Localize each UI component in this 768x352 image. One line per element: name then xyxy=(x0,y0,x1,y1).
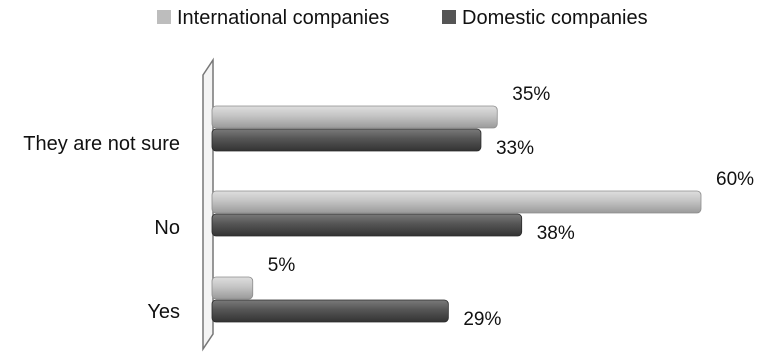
bar-international-no xyxy=(211,190,702,214)
value-label-international-no: 60% xyxy=(716,169,754,190)
category-labels: They are not sure No Yes xyxy=(23,133,180,323)
bar-domestic-yes xyxy=(211,299,449,323)
value-label-international-not-sure: 35% xyxy=(512,84,550,105)
bar-domestic-no xyxy=(211,213,523,237)
value-label-domestic-yes: 29% xyxy=(463,309,501,330)
value-label-international-yes: 5% xyxy=(268,255,296,276)
category-label-no: No xyxy=(154,217,180,239)
legend-swatch-international xyxy=(157,10,171,24)
category-label-yes: Yes xyxy=(147,301,180,323)
legend-label-international: International companies xyxy=(177,7,389,29)
bars xyxy=(211,105,702,323)
value-label-domestic-no: 38% xyxy=(537,223,575,244)
value-label-domestic-not-sure: 33% xyxy=(496,138,534,159)
legend-swatch-domestic xyxy=(442,10,456,24)
legend-label-domestic: Domestic companies xyxy=(462,7,648,29)
bar-international-yes xyxy=(211,276,254,300)
bar-international-not-sure xyxy=(211,105,498,129)
value-labels: 35% 33% 60% 38% 5% 29% xyxy=(268,84,754,330)
bar-domestic-not-sure xyxy=(211,128,482,152)
axis-wall xyxy=(202,57,214,352)
category-label-not-sure: They are not sure xyxy=(23,133,180,155)
legend: International companies Domestic compani… xyxy=(157,7,648,29)
